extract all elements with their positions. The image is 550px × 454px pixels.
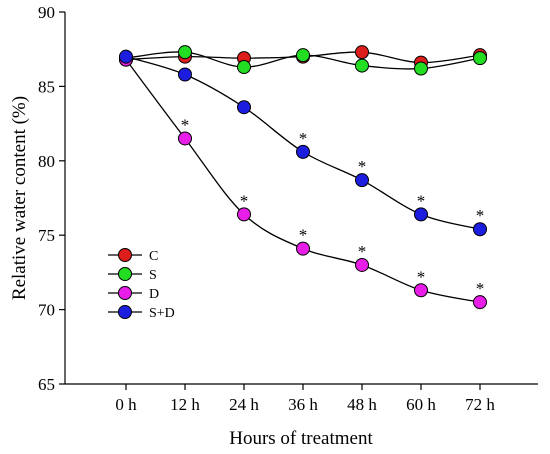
data-point-s-d (473, 222, 487, 237)
data-point-s (355, 58, 369, 73)
legend-marker-s (118, 267, 132, 281)
legend-label: D (149, 287, 159, 302)
data-point-s (178, 45, 192, 60)
legend-label: S (149, 268, 157, 283)
legend: CSD S+D (108, 248, 175, 321)
data-point-s-d (414, 207, 428, 222)
data-point-s (473, 51, 487, 66)
y-tick-label: 85 (38, 77, 55, 96)
significance-marker: * (358, 157, 367, 176)
x-tick-label: 0 h (115, 395, 137, 414)
y-tick-label: 70 (38, 301, 55, 320)
data-point-d (237, 207, 251, 222)
significance-marker: * (299, 226, 308, 245)
significance-marker: * (417, 267, 426, 286)
significance-marker: * (417, 191, 426, 210)
legend-label: C (149, 249, 158, 264)
significance-marker: * (476, 279, 485, 298)
legend-marker-d (118, 286, 132, 300)
data-point-s-d (119, 49, 133, 64)
data-point-s-d (237, 100, 251, 115)
data-point-s (296, 48, 310, 63)
data-point-s (237, 60, 251, 75)
data-point-d (414, 283, 428, 298)
significance-marker: * (181, 115, 190, 134)
significance-marker: * (476, 206, 485, 225)
x-tick-label: 24 h (229, 395, 259, 414)
x-tick-label: 60 h (406, 395, 436, 414)
data-point-d (473, 295, 487, 310)
legend-marker-c (118, 248, 132, 262)
significance-marker: * (240, 191, 249, 210)
data-point-d (296, 241, 310, 256)
series-line-d (125, 59, 481, 303)
x-tick-label: 72 h (465, 395, 495, 414)
legend-marker-s-d (118, 305, 132, 319)
significance-marker: * (299, 129, 308, 148)
data-point-c (355, 45, 369, 60)
y-tick-label: 90 (38, 3, 55, 22)
data-point-s (414, 61, 428, 76)
data-point-s-d (355, 173, 369, 188)
data-point-s-d (296, 144, 310, 159)
y-tick-label: 75 (38, 226, 55, 245)
x-tick-label: 48 h (347, 395, 377, 414)
axes (64, 12, 538, 385)
y-tick-label: 65 (38, 375, 55, 394)
data-point-d (178, 131, 192, 146)
data-point-d (355, 257, 369, 272)
y-ticks: 65 70 75 80 85 90 (38, 3, 65, 394)
y-tick-label: 80 (38, 152, 55, 171)
data-point-s-d (178, 67, 192, 82)
x-tick-label: 12 h (170, 395, 200, 414)
x-axis-label: Hours of treatment (229, 428, 373, 449)
series-layer: * * * * * * * * * * (119, 45, 487, 310)
y-axis-label: Relative water content (%) (9, 96, 30, 300)
x-ticks: 0 h 12 h 24 h 36 h 48 h 60 h 72 h (115, 384, 495, 414)
legend-label: S+D (149, 306, 175, 321)
significance-marker: * (358, 242, 367, 261)
x-tick-label: 36 h (288, 395, 318, 414)
